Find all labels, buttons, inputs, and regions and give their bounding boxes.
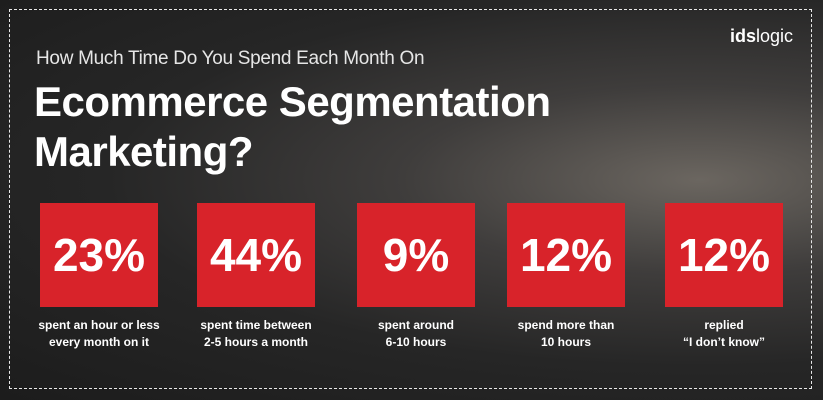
stat-value: 9%: [357, 203, 475, 307]
stat-label: spent an hour or less: [38, 318, 160, 332]
stat-value: 12%: [665, 203, 783, 307]
stat-label: 6-10 hours: [385, 335, 447, 349]
stat-label: “I don’t know”: [683, 335, 765, 349]
title: Marketing?: [34, 128, 254, 175]
stat-value: 12%: [507, 203, 625, 307]
stat-label: spent time between: [200, 318, 312, 332]
stat-label: spend more than: [517, 318, 615, 332]
stat-label: replied: [704, 318, 744, 332]
dashed-frame: [9, 9, 812, 389]
stat-value: 23%: [40, 203, 158, 307]
stat-label: 2-5 hours a month: [203, 335, 308, 349]
logo: idslogic: [730, 26, 793, 47]
subtitle: How Much Time Do You Spend Each Month On: [36, 48, 425, 69]
stat-value: 44%: [197, 203, 315, 307]
stat-label: every month on it: [48, 335, 149, 349]
logo-bold: ids: [729, 26, 756, 46]
logo-light: logic: [755, 26, 793, 46]
stat-label: 10 hours: [540, 335, 591, 349]
stat-label: spent around: [377, 318, 454, 332]
title: Ecommerce Segmentation: [34, 78, 551, 125]
